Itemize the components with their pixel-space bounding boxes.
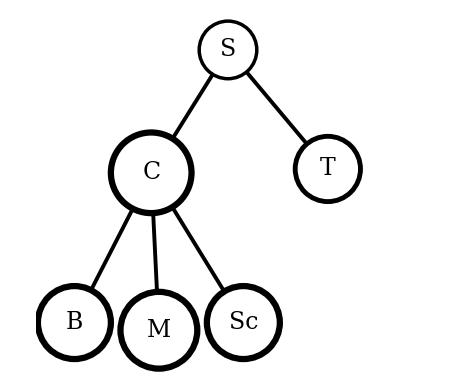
Circle shape [294,136,360,202]
Circle shape [120,292,197,369]
Circle shape [207,286,279,359]
Circle shape [111,132,191,213]
Circle shape [199,21,256,79]
Text: M: M [147,319,171,342]
Text: S: S [219,38,236,61]
Text: B: B [66,311,83,334]
Text: C: C [142,161,160,184]
Circle shape [38,286,111,359]
Text: Sc: Sc [228,311,258,334]
Text: T: T [319,157,335,180]
